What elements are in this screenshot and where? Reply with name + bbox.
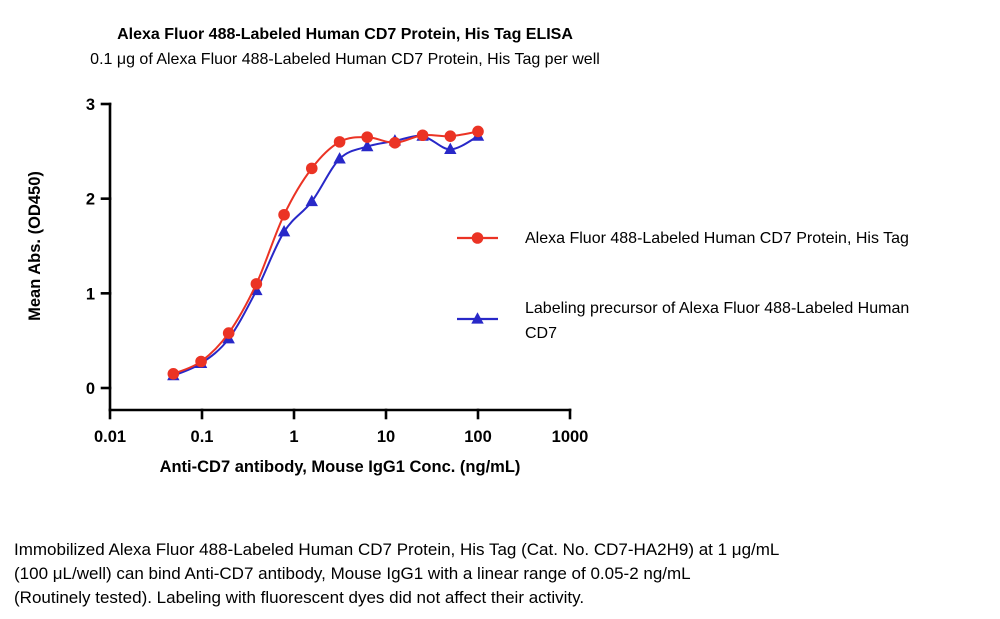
axes: [100, 102, 572, 420]
svg-text:0.1: 0.1: [191, 428, 214, 446]
chart-subtitle: 0.1 μg of Alexa Fluor 488-Labeled Human …: [90, 51, 600, 68]
figure-caption: Immobilized Alexa Fluor 488-Labeled Huma…: [14, 538, 944, 610]
series-0-plot: [167, 125, 484, 380]
svg-text:0.01: 0.01: [94, 428, 126, 446]
y-axis-title: Mean Abs. (OD450): [26, 171, 44, 321]
svg-text:0: 0: [86, 380, 95, 398]
svg-text:10: 10: [377, 428, 395, 446]
legend-label-line1: Labeling precursor of Alexa Fluor 488-La…: [525, 300, 910, 317]
caption-line-1: Immobilized Alexa Fluor 488-Labeled Huma…: [14, 540, 780, 559]
caption-line-3: (Routinely tested). Labeling with fluore…: [14, 588, 585, 607]
legend-item-labeling-precursor: Labeling precursor of Alexa Fluor 488-La…: [525, 296, 985, 346]
series-1-plot: [167, 129, 485, 381]
caption-line-2: (100 μL/well) can bind Anti-CD7 antibody…: [14, 564, 691, 583]
figure-header: Alexa Fluor 488-Labeled Human CD7 Protei…: [10, 22, 680, 72]
chart-title: Alexa Fluor 488-Labeled Human CD7 Protei…: [117, 26, 573, 43]
x-axis-title: Anti-CD7 antibody, Mouse IgG1 Conc. (ng/…: [159, 458, 521, 476]
legend-label: Alexa Fluor 488-Labeled Human CD7 Protei…: [525, 230, 909, 247]
svg-text:1: 1: [86, 285, 95, 303]
legend-marker-0: [457, 232, 498, 244]
tick-labels: 0 1 2 3 0.01 0.1 1 10 100 1000: [86, 96, 589, 446]
legend-marker-1: [457, 312, 498, 324]
legend-item-labeled-protein: Alexa Fluor 488-Labeled Human CD7 Protei…: [525, 226, 985, 251]
elisa-binding-chart: 0 1 2 3 0.01 0.1 1 10 100 1000: [86, 96, 589, 446]
svg-text:1: 1: [289, 428, 298, 446]
svg-text:100: 100: [464, 428, 492, 446]
svg-text:1000: 1000: [552, 428, 589, 446]
svg-text:2: 2: [86, 191, 95, 209]
svg-text:3: 3: [86, 96, 95, 114]
legend-label-line2: CD7: [525, 325, 558, 342]
